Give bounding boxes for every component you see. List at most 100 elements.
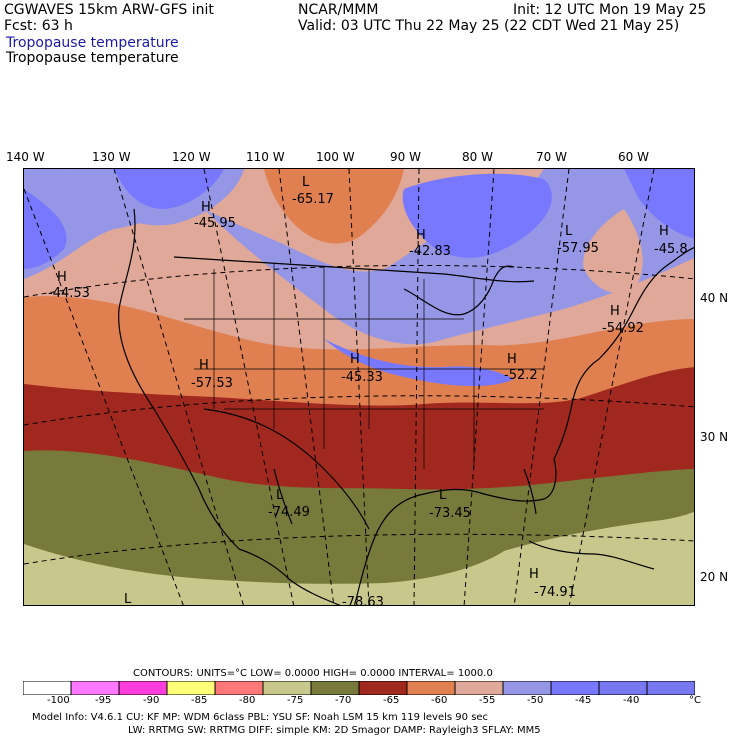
- extremum-kind: L: [124, 592, 132, 606]
- florida-peninsula: [523, 468, 537, 515]
- colorbar-tick-label: -55: [479, 695, 496, 706]
- extremum-kind: H: [659, 224, 669, 239]
- extremum-value: -74.91: [534, 585, 576, 600]
- valid-time: Valid: 03 UTC Thu 22 May 25 (22 CDT Wed …: [298, 18, 680, 34]
- map-canvas: H -45.95 L -65.17 H -42.83 L -57.95 H -4…: [24, 169, 694, 606]
- colorbar-swatch: [358, 681, 408, 695]
- colorbar-tick-label: -65: [383, 695, 400, 706]
- lon-label: 100 W: [316, 150, 355, 164]
- caribbean-islands: [528, 540, 655, 570]
- colorbar-swatch: [23, 681, 72, 695]
- lon-label: 80 W: [462, 150, 493, 164]
- colorbar-swatch: [310, 681, 360, 695]
- graticule: [24, 169, 694, 605]
- extremum-value: -54.92: [602, 321, 644, 336]
- contour-field-label: Tropopause temperature: [6, 50, 179, 66]
- great-lakes: [403, 265, 515, 316]
- extremum-value: -52.2: [504, 368, 538, 383]
- extremum-kind: H: [507, 352, 517, 367]
- model-info-line1: Model Info: V4.6.1 CU: KF MP: WDM 6class…: [32, 712, 489, 723]
- colorbar-swatch: [502, 681, 552, 695]
- colorbar-swatch: [118, 681, 168, 695]
- extremum-value: -65.17: [292, 192, 334, 207]
- band-minus45-mississippi: [324, 339, 514, 386]
- colorbar-tick-label: -95: [95, 695, 112, 706]
- colorbar-tick-label: -60: [431, 695, 448, 706]
- baja-gulf: [273, 468, 293, 525]
- extremum-kind: H: [610, 304, 620, 319]
- lon-label: 90 W: [390, 150, 421, 164]
- colorbar-tick-label: -85: [191, 695, 208, 706]
- band-minus75: [24, 511, 694, 605]
- colorbar-tick-label: -45: [575, 695, 592, 706]
- extremum-kind: H: [529, 567, 539, 582]
- extremum-kind: L: [565, 224, 573, 239]
- forecast-hour: Fcst: 63 h: [4, 18, 73, 34]
- band-minus45-nw: [24, 189, 67, 269]
- colorbar-unit: °C: [689, 695, 701, 706]
- colorbar-swatch: [550, 681, 600, 695]
- colorbar-swatch: [70, 681, 120, 695]
- colorbar-tick-label: -80: [239, 695, 256, 706]
- lon-label: 120 W: [172, 150, 211, 164]
- colorbar-swatch: [454, 681, 504, 695]
- extremum-value: -57.95: [557, 241, 599, 256]
- shaded-field-label: Tropopause temperature: [6, 35, 179, 51]
- colorbar: [23, 681, 695, 695]
- colorbar-tick-label: -75: [287, 695, 304, 706]
- model-title: CGWAVES 15km ARW-GFS init: [4, 2, 214, 18]
- lon-label: 130 W: [92, 150, 131, 164]
- band-minus45-north: [114, 169, 224, 209]
- band-minus65-spot: [264, 431, 404, 456]
- extremum-kind: H: [57, 270, 67, 285]
- contour-info: CONTOURS: UNITS=°C LOW= 0.0000 HIGH= 0.0…: [133, 668, 493, 679]
- extremum-value: -45.8: [654, 242, 688, 257]
- colorbar-swatch: [262, 681, 312, 695]
- low-region-north: [264, 169, 404, 244]
- extremum-kind: L: [302, 175, 310, 190]
- colorbar-swatch: [646, 681, 695, 695]
- extremum-kind: L: [439, 488, 447, 503]
- extremum-value: -74.49: [268, 505, 310, 520]
- colorbar-swatch: [406, 681, 456, 695]
- extremum-kind: H: [199, 358, 209, 373]
- extremum-value: -42.83: [409, 244, 451, 259]
- extremum-value: -73.45: [429, 506, 471, 521]
- lat-label: 20 N: [700, 570, 729, 584]
- colorbar-swatch: [166, 681, 216, 695]
- coastlines-borders: [118, 208, 694, 605]
- colorbar-tick-label: -50: [527, 695, 544, 706]
- atlantic-coast: [553, 247, 694, 460]
- extremum-kind: L: [276, 488, 284, 503]
- extremum-value: -57.53: [191, 376, 233, 391]
- us-canada-border: [173, 256, 535, 283]
- band-minus50-central: [204, 169, 694, 345]
- state-borders: [184, 264, 544, 469]
- band-minus45-greatlakes: [402, 173, 552, 258]
- extremum-kind: H: [416, 228, 426, 243]
- gulf-coast: [353, 458, 557, 605]
- colorbar-tick-label: -90: [143, 695, 160, 706]
- extremum-value: -45.95: [194, 216, 236, 231]
- extremum-kind: H: [201, 200, 211, 215]
- lon-label: 140 W: [6, 150, 45, 164]
- pacific-coastline: [118, 208, 240, 550]
- model-info-line2: LW: RRTMG SW: RRTMG DIFF: simple KM: 2D …: [128, 725, 541, 736]
- lat-label: 40 N: [700, 291, 729, 305]
- mexico-pacific-coast: [238, 548, 341, 605]
- extrema-labels: H -45.95 L -65.17 H -42.83 L -57.95 H -4…: [48, 175, 688, 606]
- colorbar-tick-label: -100: [47, 695, 70, 706]
- extremum-kind: H: [350, 352, 360, 367]
- lon-label: 70 W: [536, 150, 567, 164]
- lon-label: 110 W: [246, 150, 285, 164]
- lat-label: 30 N: [700, 430, 729, 444]
- extremum-value: -45.33: [341, 370, 383, 385]
- extremum-value: -44.53: [48, 286, 90, 301]
- colorbar-swatch: [598, 681, 648, 695]
- band-minus45-ne: [624, 169, 694, 239]
- extremum-value: -78.63: [342, 595, 384, 606]
- colorbar-swatch: [214, 681, 264, 695]
- colorbar-tick-label: -40: [623, 695, 640, 706]
- us-mexico-border: [203, 408, 370, 530]
- colorbar-tick-label: -70: [335, 695, 352, 706]
